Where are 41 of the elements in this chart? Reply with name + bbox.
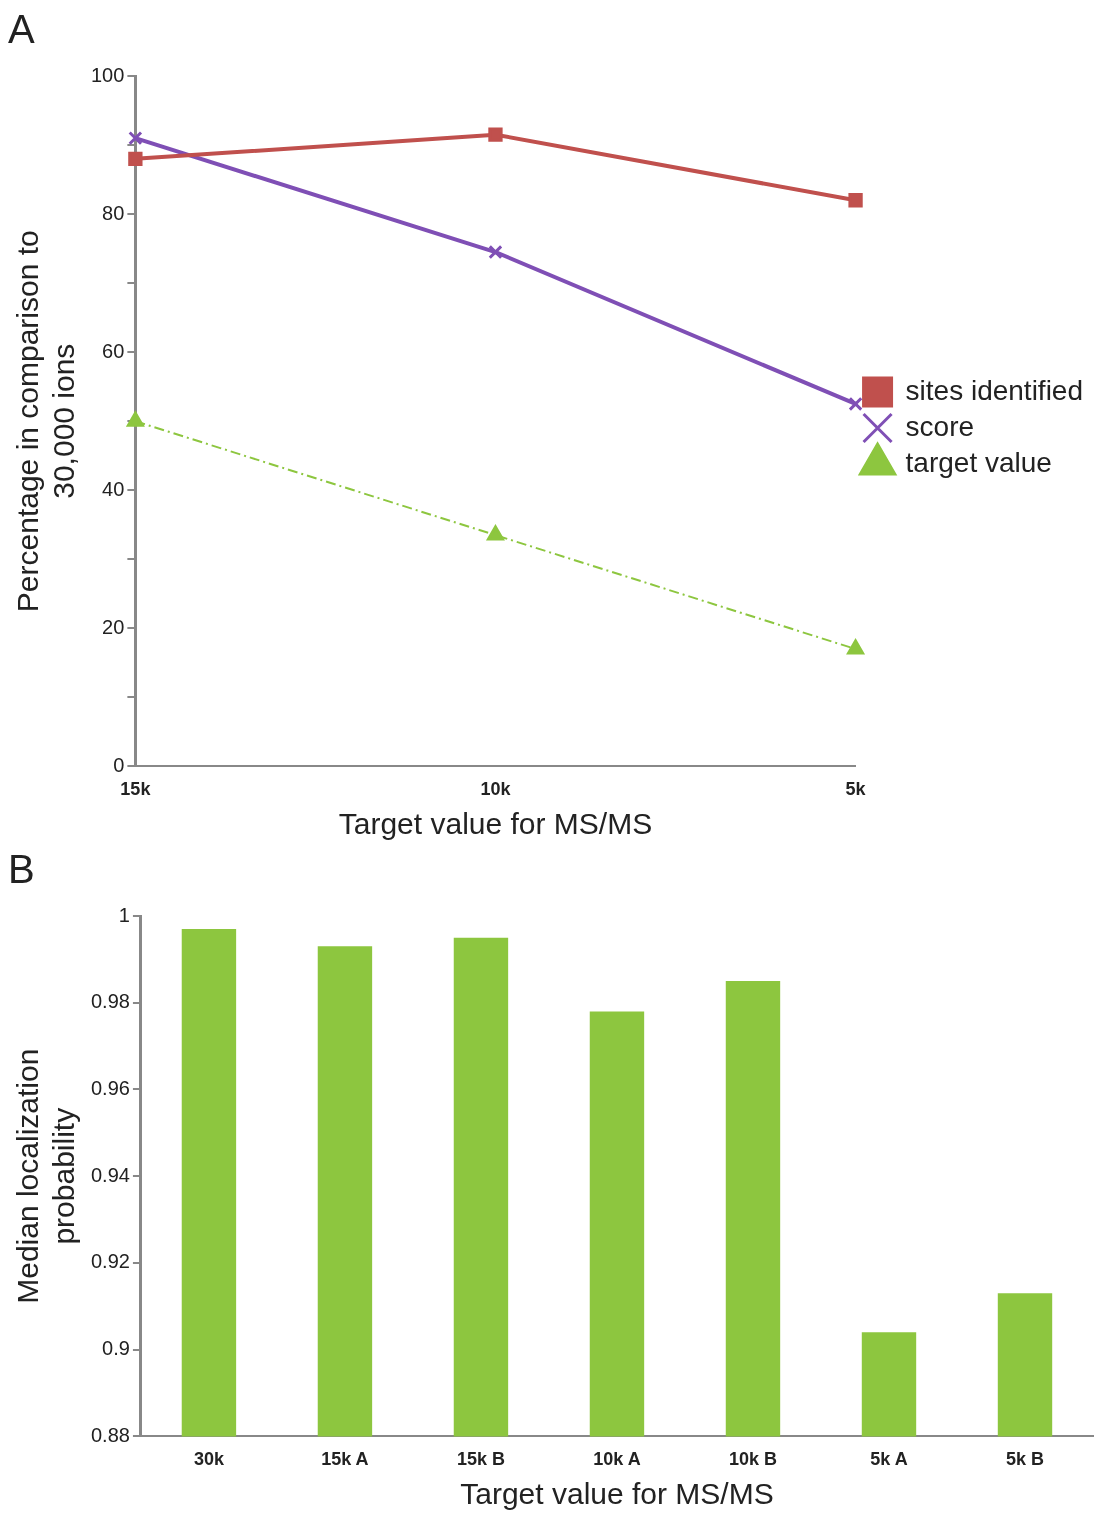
y-tick-label: 0.88: [90, 1423, 130, 1446]
y-tick-label: 0.96: [90, 1076, 130, 1099]
y-axis-title: Percentage in comparison to 30,000 ions: [11, 230, 81, 613]
x-tick-label: 10k B: [728, 1449, 777, 1470]
x-axis-title: Target value for MS/MS: [460, 1477, 774, 1511]
y-tick-label: 40: [102, 477, 125, 500]
x-tick-label: 5k: [845, 779, 867, 800]
y-tick-label: 0.92: [90, 1250, 130, 1273]
y-tick-label: 1: [118, 903, 130, 926]
legend-label: target value: [905, 446, 1052, 478]
point: [848, 396, 863, 412]
chart-title: B: [8, 847, 35, 892]
y-tick-label: 20: [102, 615, 125, 638]
point: [848, 193, 863, 208]
point: [488, 127, 503, 142]
x-tick-label: 30k: [193, 1449, 225, 1470]
legend-label: sites identified: [905, 374, 1083, 406]
y-tick-label: 0: [113, 753, 125, 776]
x-tick-label: 10k: [480, 779, 512, 800]
y-tick-label: 0.98: [90, 990, 130, 1013]
y-tick-label: 0.94: [90, 1163, 130, 1186]
point: [487, 525, 504, 541]
x-tick-label: 15k: [120, 779, 152, 800]
y-tick-label: 100: [90, 63, 125, 86]
x-axis-title: Target value for MS/MS: [338, 807, 653, 841]
y-tick-label: 80: [102, 201, 125, 224]
x-tick-label: 15k B: [456, 1449, 505, 1470]
chart-title: A: [8, 7, 35, 52]
point: [847, 639, 864, 655]
point: [126, 411, 144, 427]
point: [128, 130, 143, 146]
point: [488, 244, 503, 260]
legend-label: score: [905, 410, 975, 442]
y-tick-label: 60: [102, 339, 125, 362]
x-tick-label: 10k A: [593, 1449, 641, 1470]
y-axis-title: Median localization probability: [11, 1048, 81, 1304]
point: [128, 151, 143, 167]
x-tick-label: 15k A: [321, 1449, 369, 1470]
x-tick-label: 5k A: [870, 1449, 908, 1470]
y-tick-label: 0.9: [102, 1337, 130, 1360]
x-tick-label: 5k B: [1005, 1449, 1045, 1470]
